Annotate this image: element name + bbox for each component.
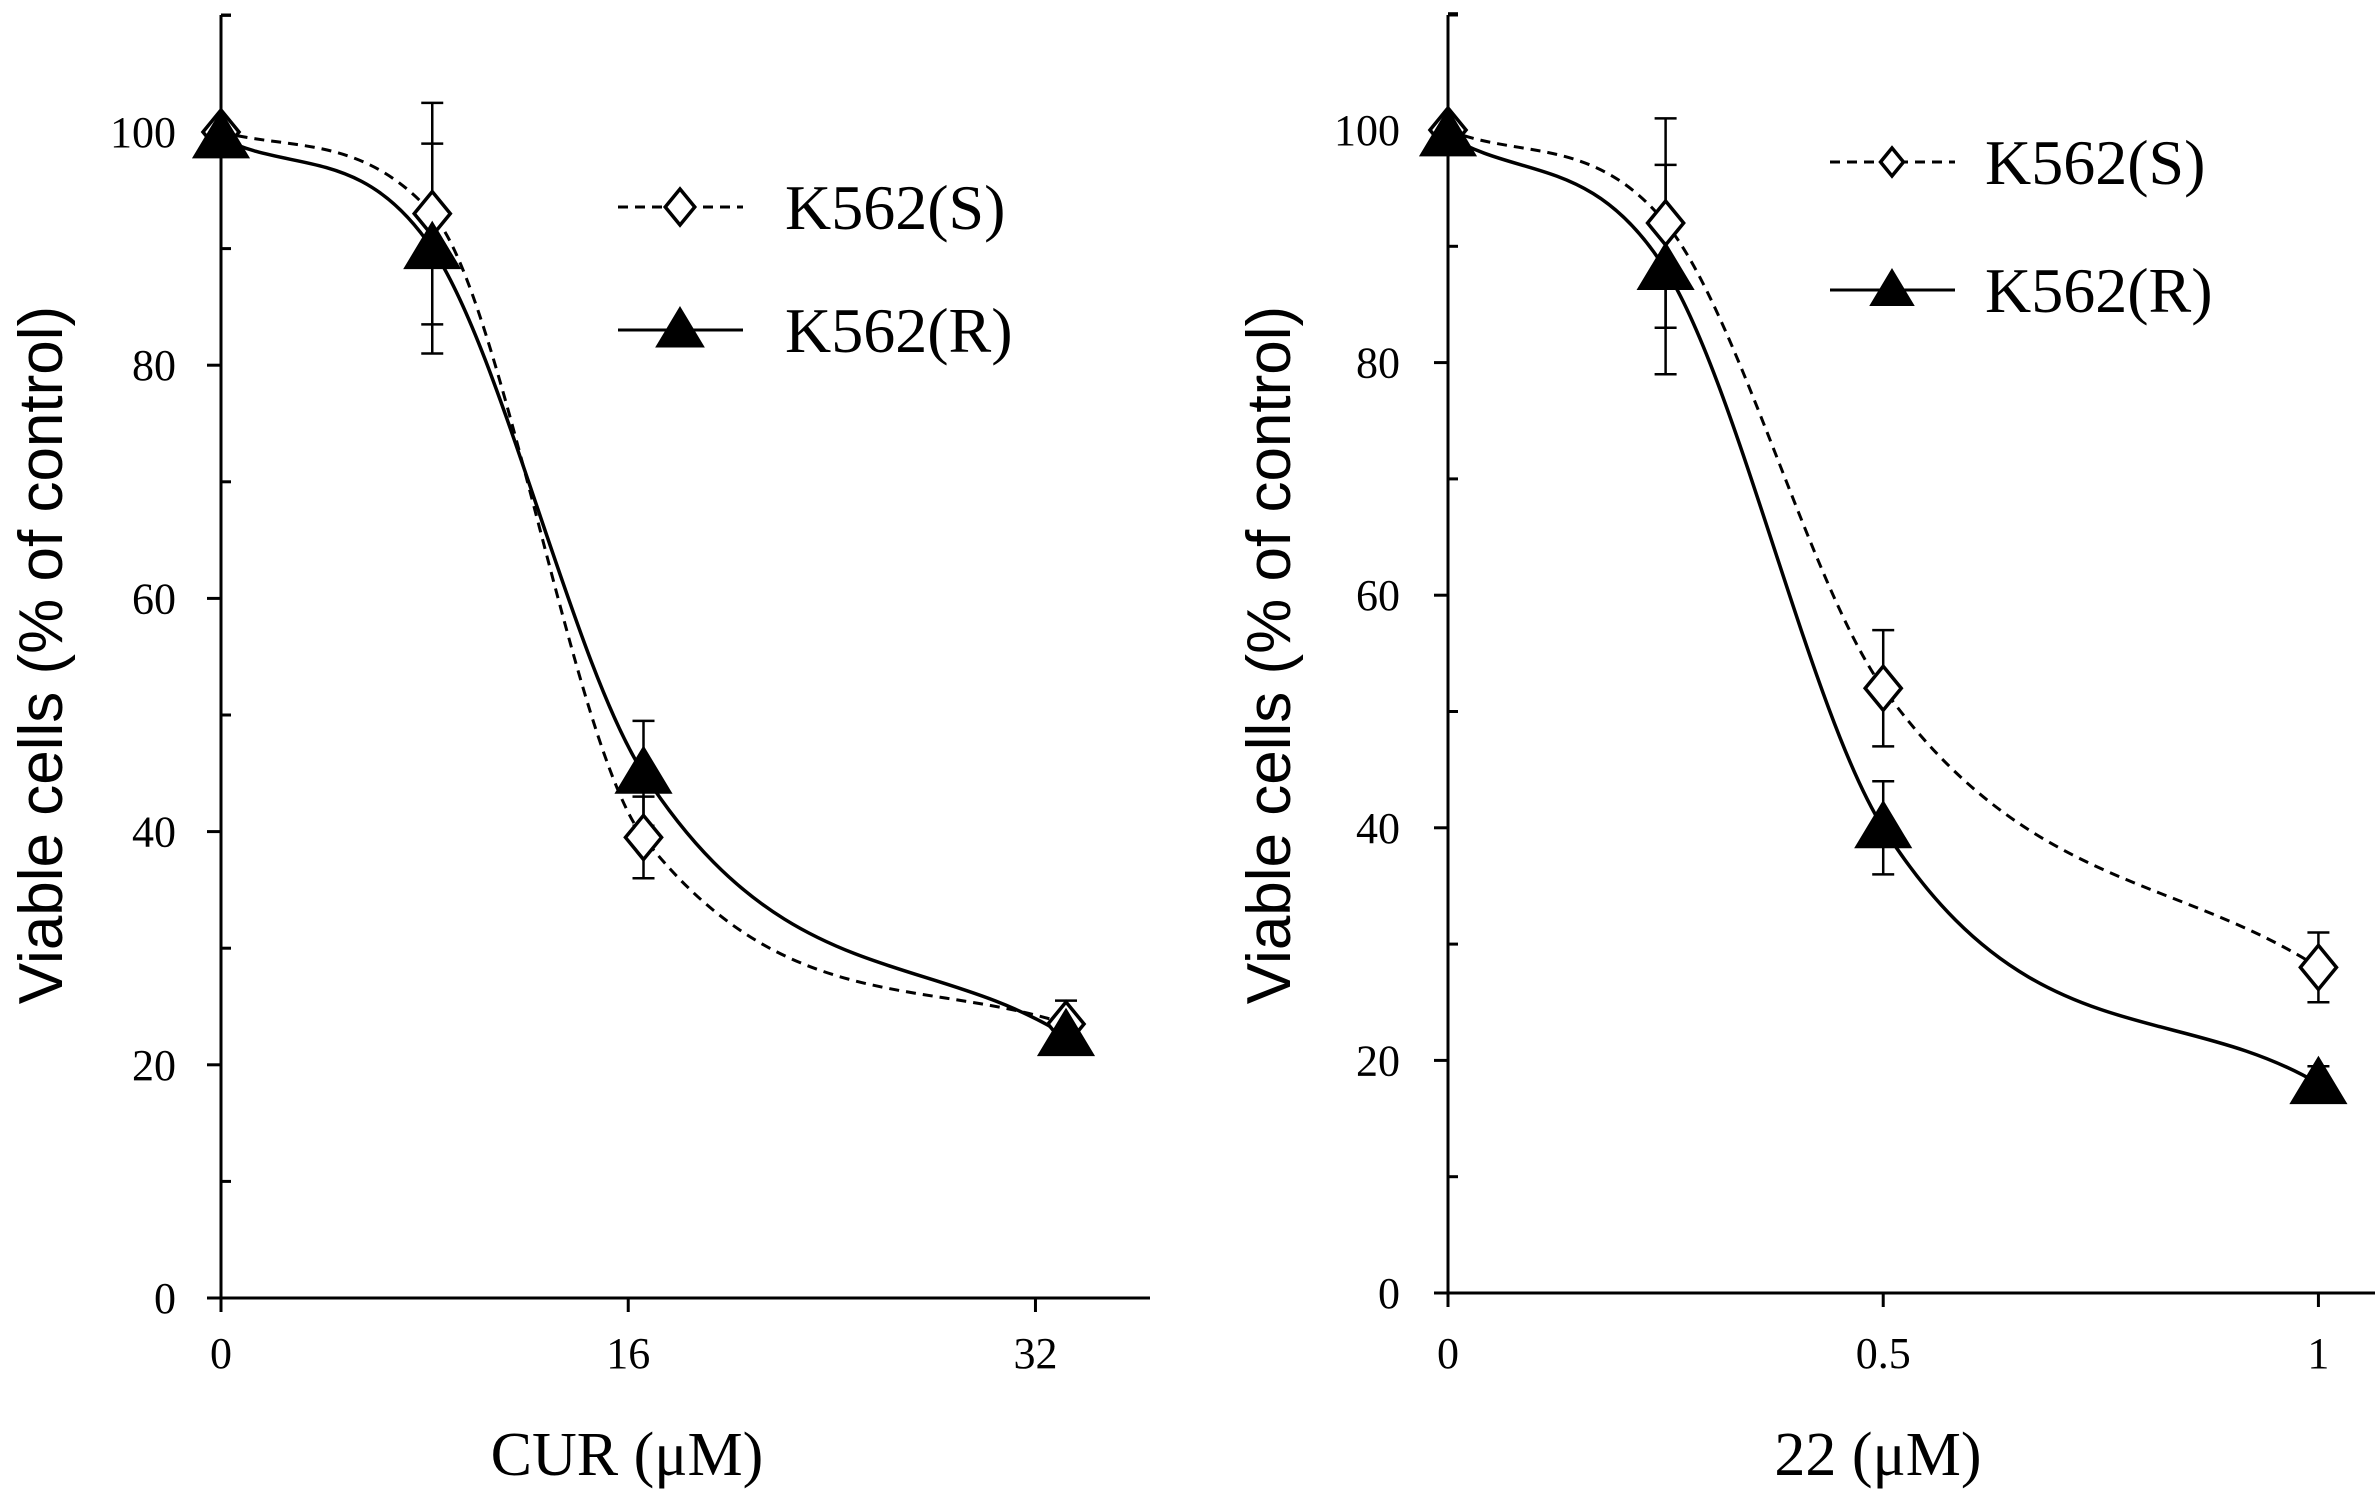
data-point-k562-r-3: [1036, 1007, 1096, 1057]
x-tick-label-0: 0: [1437, 1329, 1459, 1378]
x-tick-label-0-5: 0.5: [1856, 1329, 1911, 1378]
y-tick-label-100: 100: [110, 108, 176, 157]
series-line-k562-s: [220, 130, 1067, 1026]
x-axis-title: 22 (μM): [1774, 1421, 1981, 1489]
x-tick-label-0: 0: [210, 1329, 232, 1378]
data-point-k562-r-2: [1854, 799, 1913, 849]
data-point-k562-r-0: [191, 109, 251, 159]
legend-label-k562-s: K562(S): [785, 172, 1005, 243]
y-tick-label-80: 80: [132, 341, 176, 390]
x-tick-label-16: 16: [606, 1329, 650, 1378]
chart-panel-cur: 0 20 40 60 80 100 0 16 32 CUR (μM) Viable cells (%…: [7, 13, 1150, 1489]
y-tick-label-60: 60: [1356, 571, 1400, 620]
y-tick-label-100: 100: [1334, 106, 1400, 155]
x-tick-label-1: 1: [2307, 1329, 2329, 1378]
data-point-k562-s-2: [623, 812, 664, 863]
series-k562-s: [220, 101, 1078, 1049]
data-point-k562-r-0: [1418, 107, 1478, 157]
data-point-k562-r-2: [614, 745, 673, 794]
legend-marker-k562-s: [1878, 145, 1906, 179]
legend-marker-k562-r: [655, 306, 705, 348]
series-k562-s: [1447, 117, 2330, 1004]
series-line-k562-r: [1447, 134, 2320, 1086]
y-tick-label-40: 40: [132, 808, 176, 857]
data-point-k562-s-3: [2298, 942, 2339, 993]
series-line-k562-r: [220, 136, 1067, 1038]
legend: K562(S) K562(R): [618, 172, 1013, 366]
chart-panel-compound-22: 0 20 40 60 80 100 0 0.5 1 22 (μM) Viable cells (% …: [1235, 12, 2375, 1489]
data-point-k562-s-2: [1862, 663, 1904, 713]
y-tick-label-20: 20: [1356, 1036, 1400, 1085]
y-tick-label-60: 60: [132, 574, 176, 623]
y-tick-label-0: 0: [1378, 1269, 1400, 1318]
series-k562-r: [220, 136, 1078, 1055]
legend-label-k562-r: K562(R): [785, 295, 1013, 366]
legend: K562(S) K562(R): [1830, 127, 2213, 326]
x-tick-label-32: 32: [1013, 1329, 1057, 1378]
y-axis-title: Viable cells (% of control): [1235, 306, 1304, 1004]
legend-marker-k562-s: [662, 186, 698, 228]
series-line-k562-s: [1447, 128, 2320, 969]
x-axis-title: CUR (μM): [491, 1421, 764, 1489]
y-tick-label-40: 40: [1356, 804, 1400, 853]
y-tick-label-80: 80: [1356, 339, 1400, 388]
data-point-k562-r-3: [2289, 1055, 2348, 1105]
legend-label-k562-r: K562(R): [1985, 255, 2213, 326]
y-tick-label-20: 20: [132, 1041, 176, 1090]
data-point-k562-r-1: [403, 220, 462, 270]
legend-marker-k562-r: [1869, 268, 1915, 306]
data-point-k562-r-1: [1636, 241, 1695, 291]
y-tick-label-0: 0: [154, 1274, 176, 1323]
y-axis-title: Viable cells (% of control): [7, 306, 76, 1004]
legend-label-k562-s: K562(S): [1985, 127, 2205, 198]
